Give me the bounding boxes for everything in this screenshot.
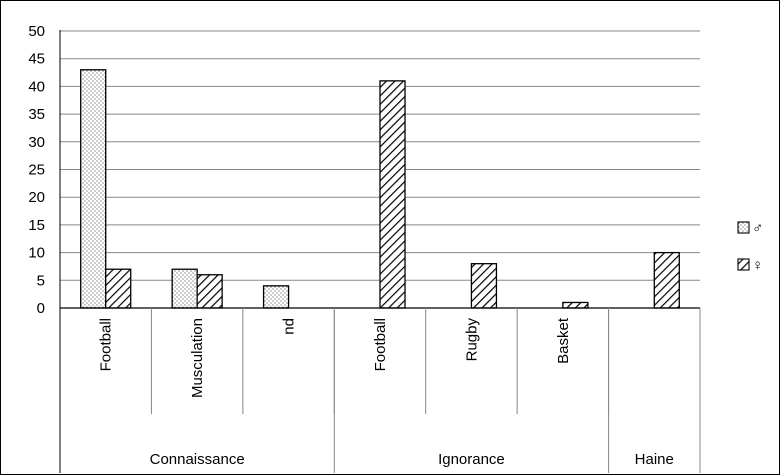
- legend-swatch: [737, 258, 750, 271]
- bar-female: [470, 263, 498, 309]
- category-label: Football: [98, 318, 115, 371]
- y-tick-label: 15: [28, 217, 45, 234]
- bars: [80, 69, 680, 309]
- y-tick-label: 10: [28, 245, 45, 262]
- y-tick-label: 5: [37, 272, 45, 289]
- legend-swatch: [737, 221, 750, 234]
- y-axis-ticks: 0 5 10 15 20 25 30 35 40 45 50: [28, 23, 45, 317]
- bar-female: [196, 274, 223, 309]
- bar-male: [262, 285, 290, 309]
- group-label: Connaissance: [150, 451, 245, 468]
- y-tick-label: 30: [28, 134, 45, 151]
- y-tick-label: 35: [28, 106, 45, 123]
- category-label: Football: [372, 318, 389, 371]
- y-tick-label: 45: [28, 51, 45, 68]
- group-label: Ignorance: [438, 451, 505, 468]
- bar-male: [171, 268, 198, 309]
- y-tick-label: 0: [37, 300, 45, 317]
- category-label: Musculation: [189, 318, 206, 398]
- category-label: Rugby: [463, 318, 480, 362]
- group-labels: Connaissance Ignorance Haine: [150, 451, 674, 468]
- category-labels: Football Musculation nd Football Rugby Basket: [98, 317, 572, 398]
- bar-female: [653, 251, 680, 309]
- axes: [59, 30, 701, 473]
- category-label: nd: [281, 318, 298, 335]
- y-tick-label: 40: [28, 78, 45, 95]
- group-label: Haine: [635, 451, 674, 468]
- y-tick-label: 50: [28, 23, 45, 40]
- bar-female: [105, 268, 132, 309]
- legend-label: ♂: [752, 220, 763, 237]
- legend: ♂♀: [737, 220, 763, 274]
- bar-female: [562, 301, 589, 309]
- category-label: Basket: [555, 317, 572, 364]
- legend-label: ♀: [752, 257, 763, 274]
- bar-male: [80, 69, 107, 309]
- bar-female: [379, 80, 406, 309]
- y-tick-label: 20: [28, 189, 45, 206]
- y-tick-label: 25: [28, 162, 45, 179]
